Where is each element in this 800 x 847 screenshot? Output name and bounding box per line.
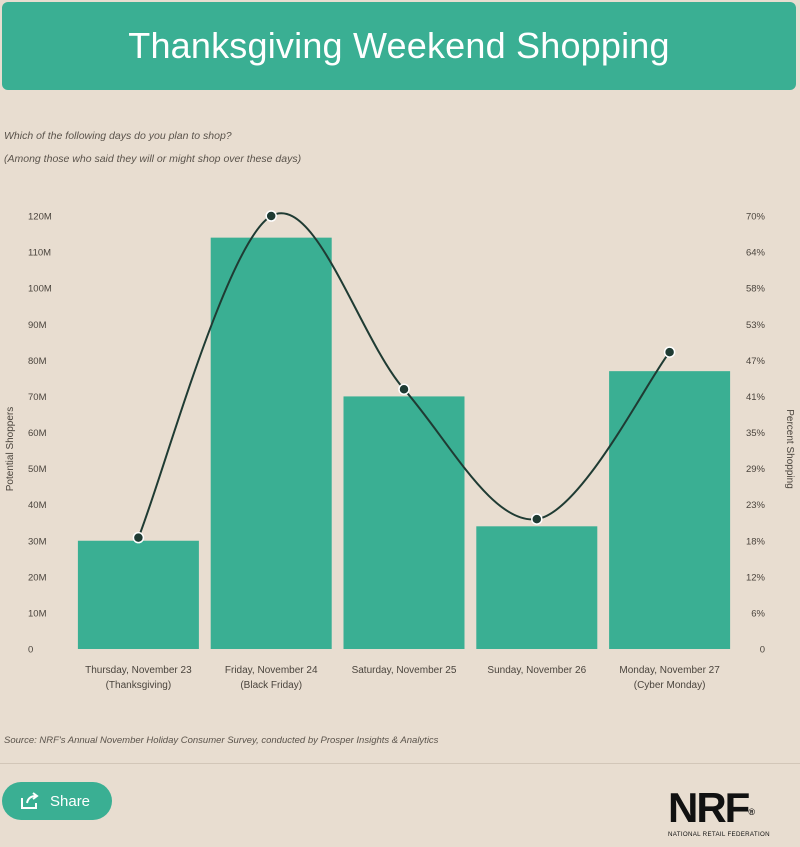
x-tick-label: Thursday, November 23 xyxy=(85,665,192,676)
y-tick-label-left: 0 xyxy=(28,645,33,656)
y-tick-label-left: 110M xyxy=(28,248,51,259)
y-tick-label-left: 120M xyxy=(28,212,52,223)
y-tick-label-right: 35% xyxy=(746,428,766,439)
y-tick-label-right: 12% xyxy=(746,572,766,583)
x-tick-label: (Cyber Monday) xyxy=(634,680,706,691)
bar-line-chart: 0 10M 20M 30M 40M 50M 60M 70M 80M 90M 100M 110M 120M… xyxy=(5,210,795,691)
y-tick-label-left: 80M xyxy=(28,356,47,367)
chart-subtitle-note: (Among those who said they will or might… xyxy=(4,153,302,165)
x-tick-label: Monday, November 27 xyxy=(619,665,720,676)
divider xyxy=(0,763,800,764)
y-tick-label-left: 20M xyxy=(28,572,47,583)
x-tick-label: Friday, November 24 xyxy=(225,665,318,676)
y-tick-label-left: 30M xyxy=(28,536,47,547)
line-point xyxy=(265,210,277,222)
x-tick-label: (Thanksgiving) xyxy=(106,680,172,691)
share-label: Share xyxy=(50,792,91,810)
share-button[interactable]: Share xyxy=(2,782,112,820)
y-axis-title-left: Potential Shoppers xyxy=(5,407,16,492)
y-tick-label-right: 0 xyxy=(760,645,765,656)
line-point xyxy=(531,513,543,525)
y-tick-label-left: 10M xyxy=(28,608,47,619)
bar xyxy=(476,526,598,649)
logo-text: NRF® xyxy=(668,784,755,831)
bar xyxy=(77,540,199,649)
y-tick-label-left: 60M xyxy=(28,428,47,439)
x-tick-label: Sunday, November 26 xyxy=(487,665,586,676)
y-tick-label-left: 90M xyxy=(28,320,47,331)
line-point xyxy=(398,383,410,395)
chart-title: Thanksgiving Weekend Shopping xyxy=(128,25,670,66)
bar xyxy=(210,237,332,649)
y-tick-label-right: 6% xyxy=(751,608,765,619)
source-note: Source: NRF's Annual November Holiday Co… xyxy=(4,735,439,746)
nrf-logo[interactable]: NRF® NATIONAL RETAIL FEDERATION xyxy=(668,787,796,843)
y-tick-label-right: 29% xyxy=(746,464,766,475)
x-tick-label: (Black Friday) xyxy=(240,680,302,691)
y-tick-label-right: 18% xyxy=(746,536,766,547)
y-tick-label-left: 70M xyxy=(28,392,47,403)
x-tick-label: Saturday, November 25 xyxy=(352,665,457,676)
chart-header: Thanksgiving Weekend Shopping xyxy=(2,2,796,90)
chart-subtitle-question: Which of the following days do you plan … xyxy=(4,130,232,142)
bar xyxy=(343,396,465,649)
series-line xyxy=(137,212,671,539)
y-tick-label-right: 58% xyxy=(746,284,766,295)
line-point xyxy=(663,346,676,358)
share-icon xyxy=(21,792,39,809)
line-point xyxy=(132,531,145,544)
y-tick-label-left: 50M xyxy=(28,464,47,475)
y-tick-label-left: 100M xyxy=(28,284,52,295)
y-tick-label-right: 64% xyxy=(746,248,766,259)
logo-subtext: NATIONAL RETAIL FEDERATION xyxy=(668,831,770,838)
y-tick-label-right: 47% xyxy=(746,356,766,367)
y-tick-label-left: 40M xyxy=(28,500,47,511)
y-tick-label-right: 23% xyxy=(746,500,766,511)
y-tick-label-right: 41% xyxy=(746,392,766,403)
bar xyxy=(609,371,731,649)
y-tick-label-right: 70% xyxy=(746,212,766,223)
y-tick-label-right: 53% xyxy=(746,320,766,331)
y-axis-title-right: Percent Shopping xyxy=(784,409,795,489)
